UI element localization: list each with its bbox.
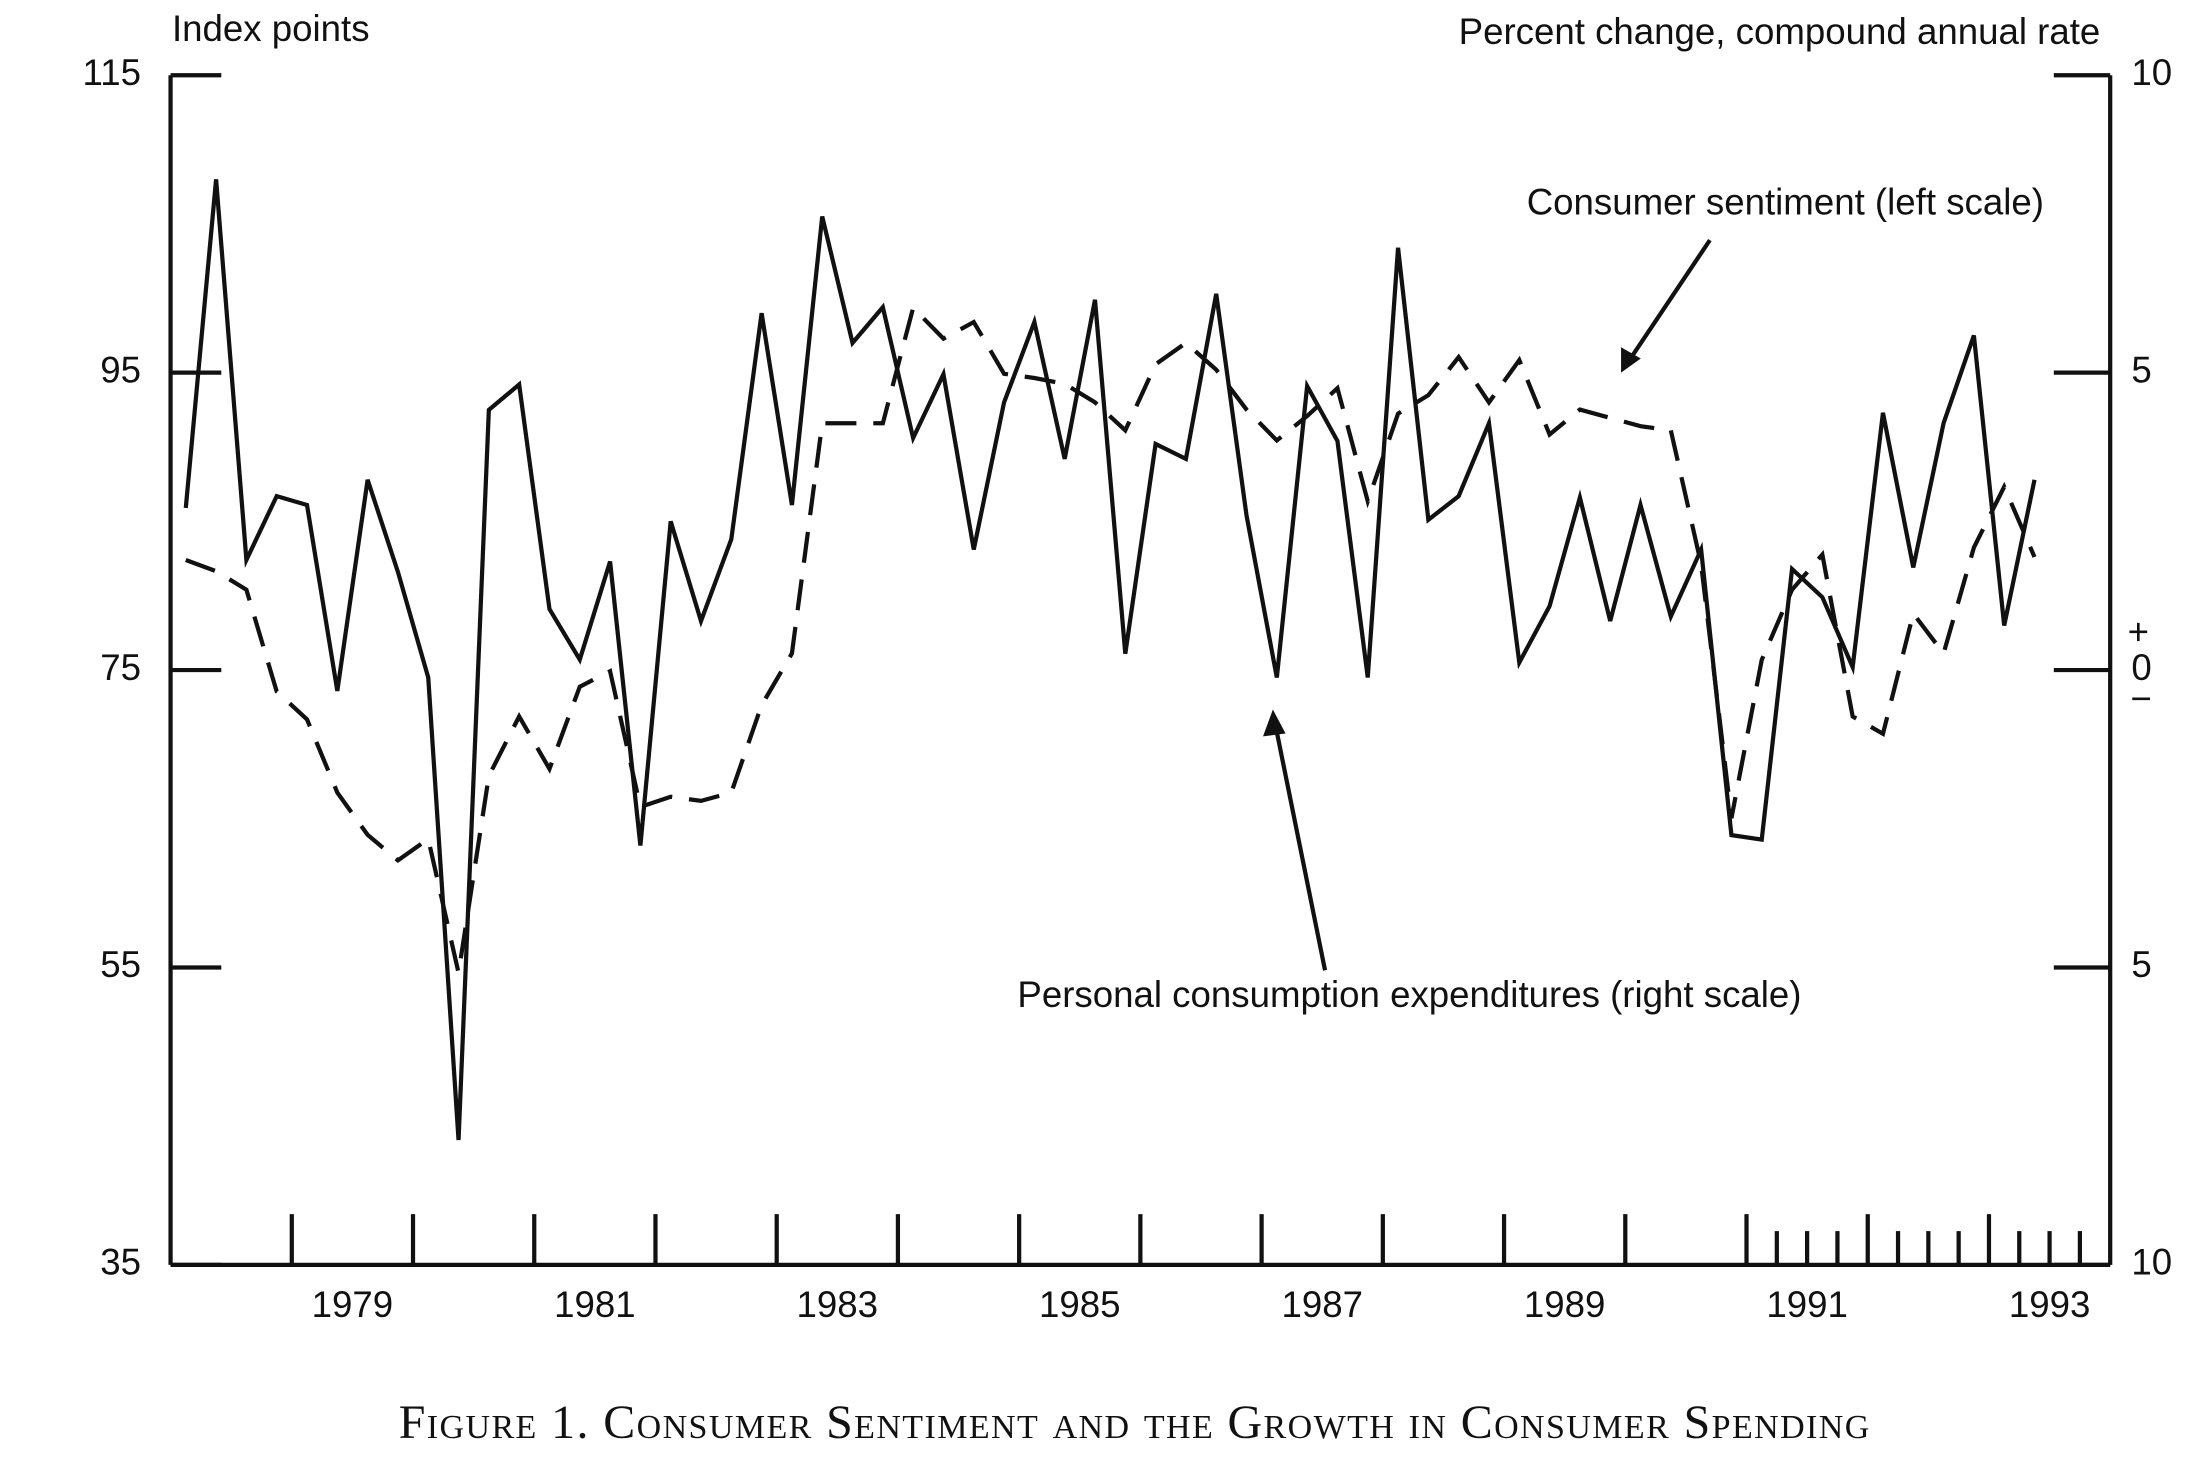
arrow-head (1621, 347, 1641, 373)
y2-sign: + (2128, 612, 2149, 653)
arrow-head (1263, 709, 1286, 737)
annotation: Consumer sentiment (left scale) (1527, 182, 2044, 223)
y-tick-label: 55 (100, 944, 141, 985)
series-line (185, 303, 2037, 974)
x-tick-label: 1987 (1281, 1284, 1363, 1325)
x-tick-label: 1979 (312, 1284, 394, 1325)
y-tick-label: 95 (100, 349, 141, 390)
y2-tick-label: 5 (2131, 349, 2151, 390)
y-tick-label: 115 (83, 52, 141, 93)
y-tick-label: 75 (100, 647, 141, 688)
x-tick-label: 1989 (1524, 1284, 1606, 1325)
y2-tick-label: 10 (2131, 52, 2172, 93)
y-tick-label: 35 (100, 1242, 141, 1283)
y2-tick-label: 10 (2131, 1242, 2172, 1283)
y2-axis-label: Percent change, compound annual rate (1459, 11, 2101, 52)
x-tick-label: 1981 (554, 1284, 636, 1325)
y2-tick-label: 0 (2131, 647, 2151, 688)
x-tick-label: 1985 (1039, 1284, 1121, 1325)
y2-sign: − (2131, 678, 2152, 719)
x-tick-label: 1983 (797, 1284, 879, 1325)
arrow (1627, 238, 1712, 362)
arrow (1273, 726, 1328, 971)
y-axis-label: Index points (172, 8, 370, 49)
y2-tick-label: 5 (2131, 944, 2151, 985)
figure-caption: Figure 1. Consumer Sentiment and the Gro… (399, 1396, 1871, 1449)
x-tick-label: 1993 (2009, 1284, 2091, 1325)
annotation: Personal consumption expenditures (right… (1017, 974, 1801, 1015)
x-tick-label: 1991 (1766, 1284, 1848, 1325)
